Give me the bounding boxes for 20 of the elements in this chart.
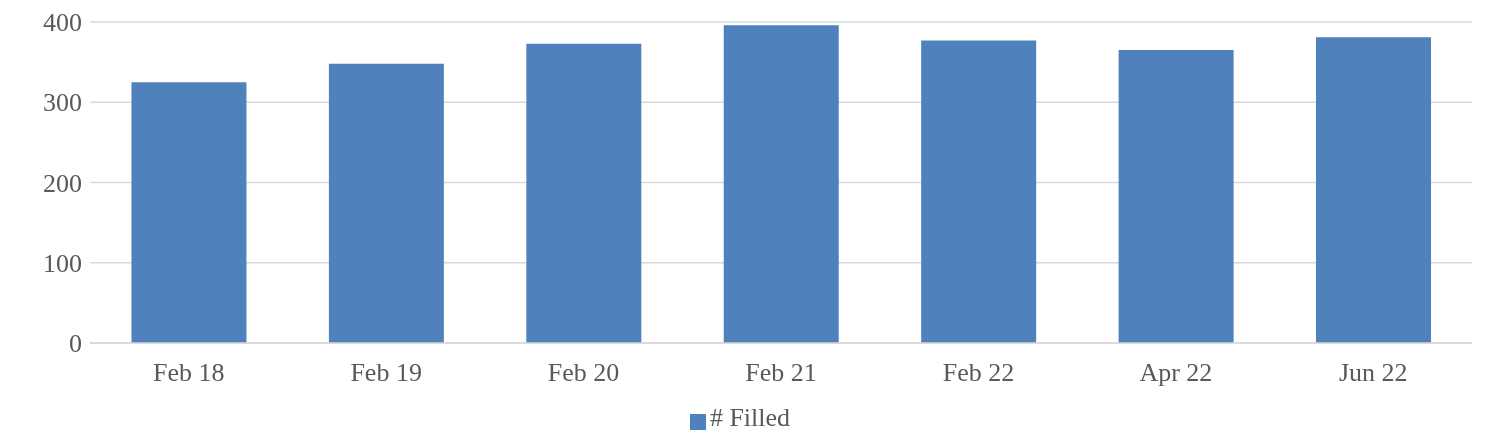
y-tick-label: 0 [69,329,82,359]
bar [1118,50,1234,343]
bar [328,63,444,343]
bar [921,40,1037,343]
bar [131,82,247,343]
y-tick-label: 200 [43,168,82,198]
legend-label: # Filled [709,403,791,432]
x-tick-label: Feb 21 [745,358,817,388]
bar [1316,37,1432,343]
x-tick-label: Feb 20 [547,358,620,388]
y-tick-label: 400 [43,8,82,38]
x-tick-label: Feb 18 [152,358,225,388]
y-tick-label: 300 [43,88,82,118]
bar [723,25,839,343]
y-tick-label: 100 [43,248,82,278]
bar [526,43,642,343]
x-tick-label: Jun 22 [1338,358,1408,388]
x-tick-label: Apr 22 [1139,358,1213,388]
x-tick-label: Feb 19 [350,358,422,388]
x-tick-label: Feb 22 [942,358,1015,388]
